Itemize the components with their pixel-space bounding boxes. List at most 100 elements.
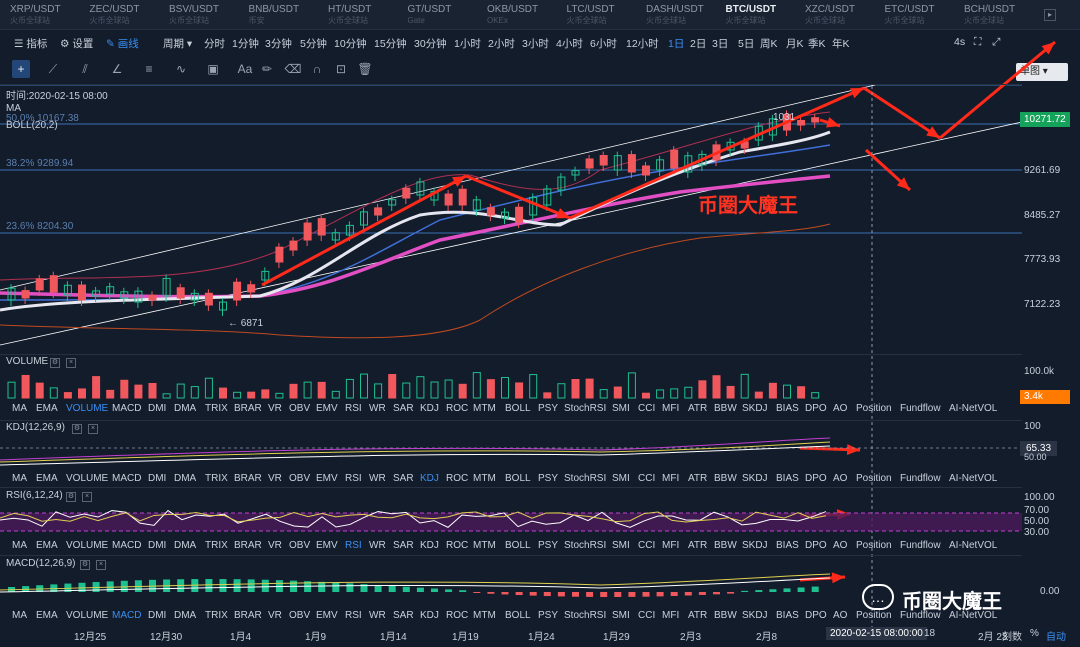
indicator-tab-mfi[interactable]: MFI [662, 403, 680, 414]
indicator-tab-rsi[interactable]: RSI [345, 540, 362, 551]
indicator-tab-ai-netvol[interactable]: AI-NetVOL [949, 403, 998, 414]
indicator-tab-ema[interactable]: EMA [36, 610, 58, 621]
indicator-tab-ao[interactable]: AO [833, 610, 848, 621]
indicator-tab-cci[interactable]: CCI [638, 403, 656, 414]
indicator-tab-psy[interactable]: PSY [538, 403, 559, 414]
indicator-tab-boll[interactable]: BOLL [505, 610, 531, 621]
indicator-tab-fundflow[interactable]: Fundflow [900, 403, 941, 414]
period-8[interactable]: 2小时 [488, 38, 515, 50]
period-5[interactable]: 15分钟 [374, 38, 407, 50]
trash-icon[interactable]: 🗑 [357, 62, 373, 76]
trend-line-icon[interactable]: ⟋ [48, 62, 58, 76]
indicator-tab-roc[interactable]: ROC [446, 473, 469, 484]
indicator-tab-dmi[interactable]: DMI [148, 610, 167, 621]
indicator-tab-vr[interactable]: VR [268, 403, 282, 414]
indicator-tab-bias[interactable]: BIAS [776, 473, 799, 484]
indicator-tab-sar[interactable]: SAR [393, 610, 414, 621]
indicator-tab-brar[interactable]: BRAR [234, 540, 262, 551]
period-4[interactable]: 10分钟 [334, 38, 367, 50]
indicator-tab-bbw[interactable]: BBW [714, 540, 737, 551]
indicator-tab-ema[interactable]: EMA [36, 403, 58, 414]
indicator-tab-bbw[interactable]: BBW [714, 610, 737, 621]
indicator-tab-mtm[interactable]: MTM [473, 540, 496, 551]
settings-icon[interactable]: ⚙ [80, 560, 90, 570]
indicator-tab-brar[interactable]: BRAR [234, 403, 262, 414]
tab-etc-usdt[interactable]: ETC/USDT 火币全球站 [879, 4, 957, 28]
indicator-tab-atr[interactable]: ATR [688, 540, 708, 551]
indicator-tab-dmi[interactable]: DMI [148, 473, 167, 484]
indicator-tab-ai-netvol[interactable]: AI-NetVOL [949, 540, 998, 551]
indicator-tab-mfi[interactable]: MFI [662, 540, 680, 551]
indicator-tab-ao[interactable]: AO [833, 540, 848, 551]
period-15[interactable]: 3日 [712, 38, 729, 50]
indicator-tab-dma[interactable]: DMA [174, 540, 197, 551]
indicator-tab-rsi[interactable]: RSI [345, 610, 362, 621]
indicator-tab-atr[interactable]: ATR [688, 610, 708, 621]
indicator-tab-bias[interactable]: BIAS [776, 610, 799, 621]
indicator-tab-roc[interactable]: ROC [446, 540, 469, 551]
indicator-tab-obv[interactable]: OBV [289, 540, 311, 551]
close-icon[interactable]: × [66, 358, 76, 368]
indicator-tab-dpo[interactable]: DPO [805, 610, 827, 621]
angle-icon[interactable]: ∠ [111, 62, 123, 76]
indicator-tab-fundflow[interactable]: Fundflow [900, 540, 941, 551]
period-dropdown[interactable]: 周期 ▾ [163, 38, 193, 50]
indicator-tab-macd[interactable]: MACD [112, 473, 142, 484]
indicator-tab-bias[interactable]: BIAS [776, 540, 799, 551]
indicator-tab-mfi[interactable]: MFI [662, 610, 680, 621]
tab-xrp-usdt[interactable]: XRP/USDT 火币全球站 [4, 4, 82, 28]
indicator-tab-ao[interactable]: AO [833, 403, 848, 414]
indicator-tab-trix[interactable]: TRIX [205, 473, 228, 484]
indicator-tab-smi[interactable]: SMI [612, 403, 630, 414]
indicator-tab-trix[interactable]: TRIX [205, 540, 228, 551]
indicator-tab-kdj[interactable]: KDJ [420, 473, 439, 484]
close-icon[interactable]: × [82, 492, 92, 502]
indicator-tab-emv[interactable]: EMV [316, 540, 338, 551]
indicator-tab-kdj[interactable]: KDJ [420, 610, 439, 621]
period-12[interactable]: 12小时 [626, 38, 659, 50]
indicator-tab-rsi[interactable]: RSI [345, 473, 362, 484]
indicator-tab-dmi[interactable]: DMI [148, 540, 167, 551]
indicator-tab-psy[interactable]: PSY [538, 473, 559, 484]
indicator-tab-position[interactable]: Position [856, 473, 892, 484]
indicator-tab-psy[interactable]: PSY [538, 540, 559, 551]
indicator-tab-dma[interactable]: DMA [174, 473, 197, 484]
tab-ltc-usdt[interactable]: LTC/USDT 火币全球站 [561, 4, 639, 28]
close-icon[interactable]: × [88, 424, 98, 434]
indicator-tab-volume[interactable]: VOLUME [66, 473, 109, 484]
period-20[interactable]: 年K [832, 38, 850, 50]
indicator-tab-trix[interactable]: TRIX [205, 403, 228, 414]
drawing-button[interactable]: ✎ 画线 [106, 38, 139, 50]
indicator-tab-wr[interactable]: WR [369, 610, 386, 621]
indicator-tab-ai-netvol[interactable]: AI-NetVOL [949, 473, 998, 484]
indicator-tab-ai-netvol[interactable]: AI-NetVOL [949, 610, 998, 621]
tab-menu-icon[interactable]: ▸ [1044, 9, 1056, 21]
settings-button[interactable]: ⚙ 设置 [60, 38, 94, 50]
indicator-tab-skdj[interactable]: SKDJ [742, 473, 768, 484]
scale-mode-button[interactable]: 刻数 [1002, 632, 1022, 643]
indicator-tab-dpo[interactable]: DPO [805, 473, 827, 484]
indicator-tab-cci[interactable]: CCI [638, 610, 656, 621]
indicator-tab-bbw[interactable]: BBW [714, 473, 737, 484]
period-0[interactable]: 分时 [204, 38, 225, 50]
period-18[interactable]: 月K [786, 38, 804, 50]
crosshair-icon[interactable]: + [12, 60, 30, 78]
indicator-tab-obv[interactable]: OBV [289, 473, 311, 484]
period-9[interactable]: 3小时 [522, 38, 549, 50]
indicator-tab-sar[interactable]: SAR [393, 540, 414, 551]
tab-btc-usdt[interactable]: BTC/USDT 火币全球站 [720, 4, 798, 28]
tab-zec-usdt[interactable]: ZEC/USDT 火币全球站 [84, 4, 162, 28]
indicator-tab-ma[interactable]: MA [12, 610, 27, 621]
indicator-tab-roc[interactable]: ROC [446, 403, 469, 414]
measure-icon[interactable]: ▣ [207, 62, 219, 76]
indicator-tab-atr[interactable]: ATR [688, 473, 708, 484]
indicator-tab-roc[interactable]: ROC [446, 610, 469, 621]
indicator-tab-stochrsi[interactable]: StochRSI [564, 610, 607, 621]
tab-dash-usdt[interactable]: DASH/USDT 火币全球站 [640, 4, 718, 28]
indicator-tab-wr[interactable]: WR [369, 473, 386, 484]
indicator-tab-mtm[interactable]: MTM [473, 473, 496, 484]
indicator-tab-obv[interactable]: OBV [289, 403, 311, 414]
tab-bch-usdt[interactable]: BCH/USDT 火币全球站 [958, 4, 1036, 28]
indicator-tab-ema[interactable]: EMA [36, 473, 58, 484]
indicator-tab-skdj[interactable]: SKDJ [742, 540, 768, 551]
